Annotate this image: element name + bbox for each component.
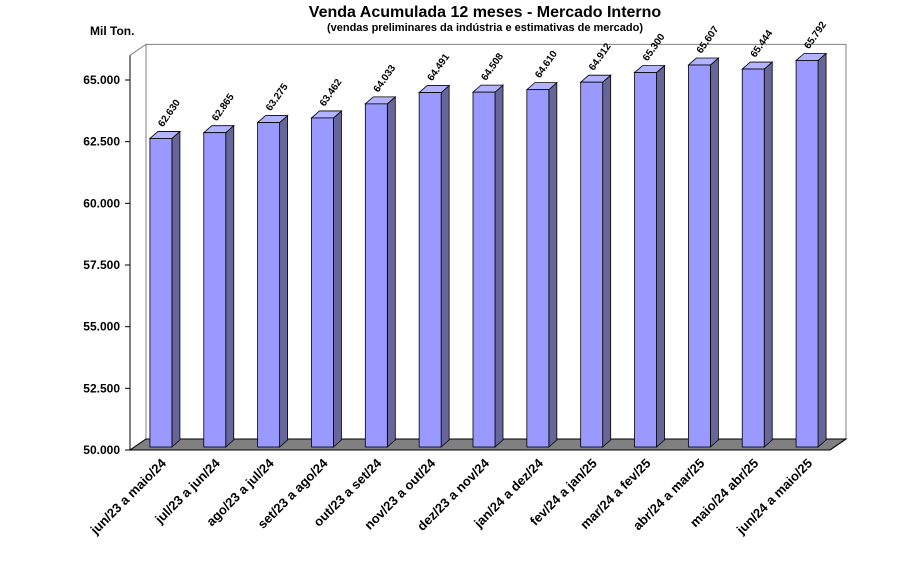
- bar-side: [817, 52, 827, 448]
- y-tick-label: 57.500: [83, 258, 120, 272]
- bar-side: [548, 81, 558, 448]
- bar: [256, 114, 289, 448]
- bar-side: [279, 114, 289, 448]
- bar-side: [225, 124, 235, 448]
- bar-side: [171, 130, 181, 448]
- bar-front: [257, 122, 281, 448]
- y-axis: 50.000 52.500 55.000 57.500 60.000 62.500 65.0…: [83, 55, 131, 457]
- bar: [741, 61, 774, 448]
- bar: [202, 124, 235, 448]
- chart-subtitle: (vendas preliminares da indústria e esti…: [326, 22, 644, 34]
- bar: [579, 74, 612, 448]
- bar-front: [418, 92, 442, 448]
- bar: [418, 84, 451, 448]
- bar: [310, 110, 343, 448]
- y-tick-label: 50.000: [83, 443, 120, 457]
- bar: [633, 64, 666, 448]
- bar-front: [149, 138, 173, 448]
- bar-side: [386, 95, 396, 448]
- chart-title: Venda Acumulada 12 meses - Mercado Inter…: [308, 4, 662, 21]
- side-wall: [129, 43, 147, 451]
- x-tick-label: jun/23 a maio/24: [87, 455, 170, 538]
- y-tick-label: 62.500: [83, 135, 120, 149]
- bar-front: [472, 91, 496, 448]
- bar: [525, 81, 558, 448]
- bar-front: [687, 64, 711, 448]
- bar-side: [763, 61, 773, 448]
- bar-front: [203, 132, 227, 448]
- bar: [364, 95, 397, 448]
- bar-side: [709, 57, 719, 448]
- y-tick-label: 52.500: [83, 381, 120, 395]
- bar-side: [494, 84, 504, 448]
- bar: [148, 130, 181, 448]
- y-tick-label: 60.000: [83, 196, 120, 210]
- bar-side: [656, 64, 665, 448]
- bar-front: [741, 68, 765, 448]
- y-axis-label: Mil Ton.: [90, 24, 135, 38]
- bar-front: [795, 60, 819, 448]
- bar-front: [364, 103, 388, 448]
- bar-side: [440, 84, 450, 448]
- bar: [687, 57, 720, 448]
- y-tick-label: 55.000: [83, 320, 120, 334]
- bars: [148, 52, 828, 448]
- bar-front: [311, 117, 334, 448]
- bar-side: [333, 110, 342, 448]
- bar-front: [526, 89, 550, 448]
- bar-front: [580, 81, 604, 448]
- bar: [795, 52, 828, 448]
- bar-front: [634, 72, 657, 448]
- y-tick-label: 65.000: [83, 73, 120, 87]
- bar-side: [602, 74, 612, 448]
- bar: [471, 84, 505, 448]
- x-axis-edge: [829, 438, 847, 451]
